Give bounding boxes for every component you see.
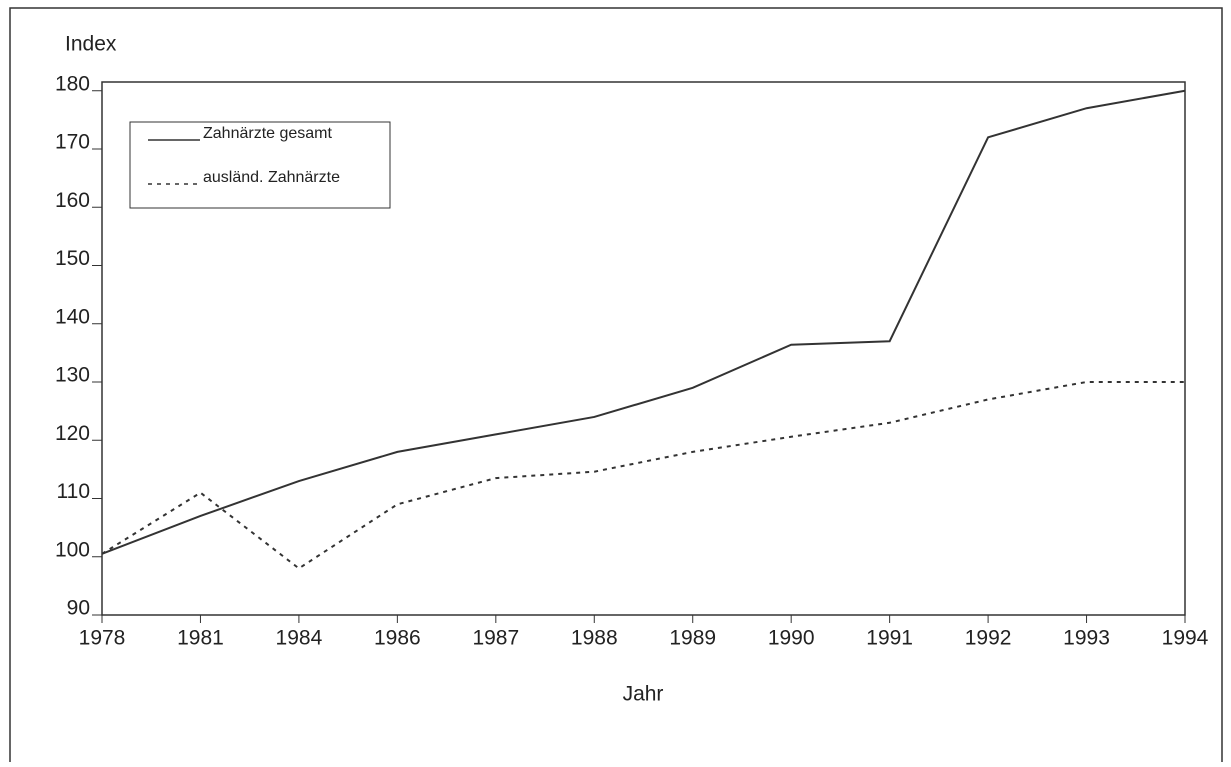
x-tick-label: 1993 — [1063, 627, 1110, 650]
y-tick-label: 140 — [55, 305, 90, 328]
y-tick-label: 130 — [55, 364, 90, 387]
x-tick-label: 1986 — [374, 627, 421, 650]
y-tick-label: 120 — [55, 422, 90, 445]
x-tick-label: 1978 — [79, 627, 126, 650]
y-tick-label: 100 — [55, 538, 90, 561]
series-line — [101, 89, 1186, 555]
series-line — [101, 380, 1185, 570]
x-tick-label: 1987 — [472, 627, 519, 650]
x-tick-label: 1989 — [669, 627, 716, 650]
plot-area — [101, 81, 1186, 616]
x-tick-label: 1981 — [177, 627, 224, 650]
frame — [9, 7, 1223, 767]
y-tick-label: 90 — [67, 597, 90, 620]
y-tick-label: 180 — [55, 72, 90, 95]
x-tick-label: 1992 — [965, 627, 1012, 650]
x-tick-label: 1988 — [571, 627, 618, 650]
y-axis-label: Index — [65, 33, 117, 56]
x-tick-label: 1994 — [1162, 627, 1209, 650]
x-axis-label: Jahr — [623, 683, 664, 706]
x-tick-label: 1991 — [866, 627, 913, 650]
x-tick-label: 1990 — [768, 627, 815, 650]
legend — [129, 121, 391, 209]
y-tick-label: 110 — [57, 480, 90, 503]
x-tick-label: 1984 — [276, 627, 323, 650]
legend-label: Zahnärzte gesamt — [203, 125, 333, 142]
legend-label: ausländ. Zahnärzte — [203, 169, 340, 186]
y-tick-label: 160 — [55, 189, 90, 212]
y-tick-label: 150 — [55, 247, 90, 270]
y-tick-label: 170 — [55, 131, 90, 154]
